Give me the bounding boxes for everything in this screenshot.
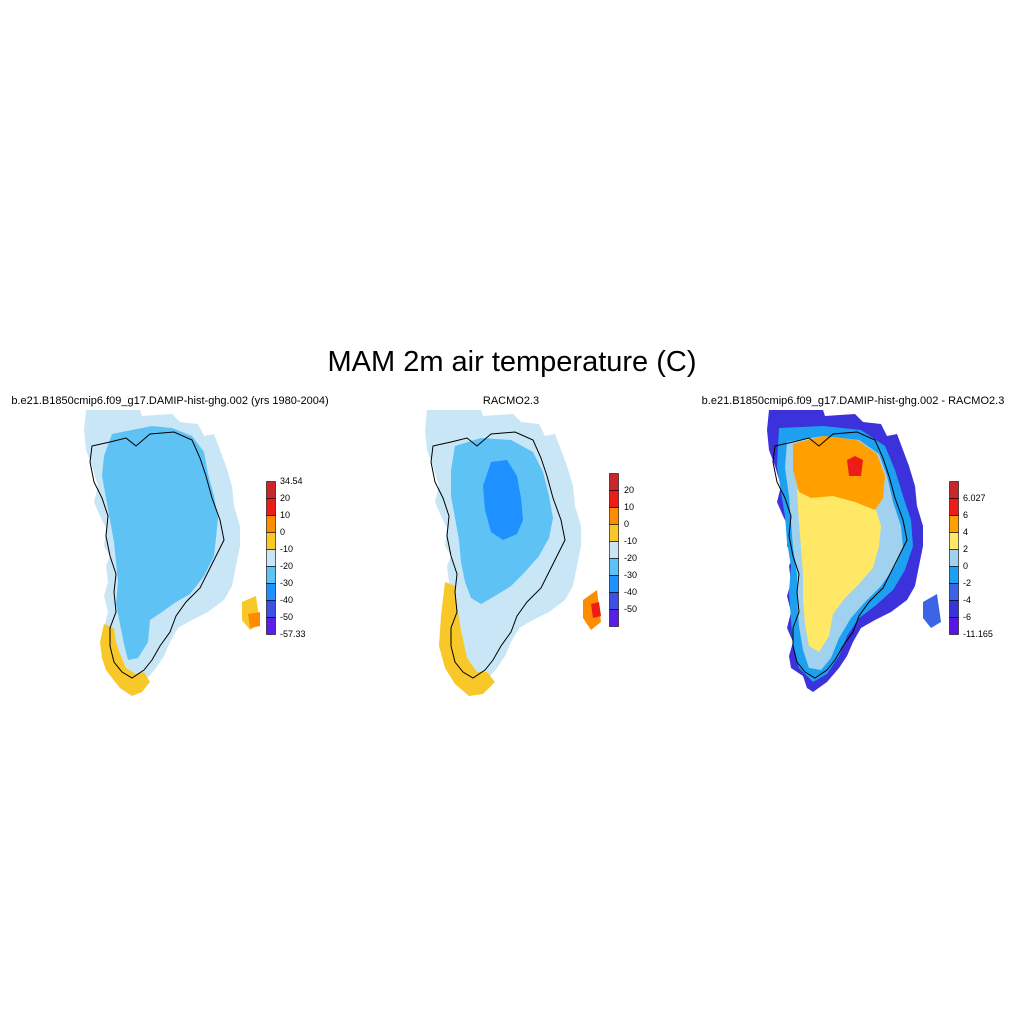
diff-colorbar-swatch xyxy=(949,515,959,533)
obs-colorbar-swatch xyxy=(609,592,619,610)
model-colorbar-label: 34.54 xyxy=(280,476,303,486)
obs-panel: RACMO2.3 20 10 0 -10 -20 -30 -40 -50 xyxy=(341,392,681,702)
diff-colorbar-label: 6.027 xyxy=(963,493,986,503)
diff-panel: b.e21.B1850cmip6.f09_g17.DAMIP-hist-ghg.… xyxy=(683,392,1023,702)
obs-colorbar-label: -50 xyxy=(624,604,638,614)
obs-colorbar-label: -20 xyxy=(624,553,638,563)
diff-colorbar-label: -2 xyxy=(963,578,972,588)
model-colorbar-swatches xyxy=(266,481,276,635)
diff-colorbar-label: -6 xyxy=(963,612,972,622)
model-colorbar-swatch xyxy=(266,583,276,601)
obs-colorbar-swatch xyxy=(609,507,619,525)
diff-colorbar-label: 4 xyxy=(963,527,969,537)
diff-colorbar-swatches xyxy=(949,481,959,635)
model-colorbar-swatch xyxy=(266,600,276,618)
model-temperature-map xyxy=(84,410,260,696)
model-panel: b.e21.B1850cmip6.f09_g17.DAMIP-hist-ghg.… xyxy=(0,392,340,702)
model-colorbar-swatch xyxy=(266,566,276,584)
model-colorbar-label: 0 xyxy=(280,527,286,537)
obs-colorbar-swatch xyxy=(609,609,619,627)
model-colorbar-swatch xyxy=(266,515,276,533)
diff-colorbar-swatch xyxy=(949,498,959,516)
obs-colorbar-swatch xyxy=(609,558,619,576)
diff-colorbar-label: -4 xyxy=(963,595,972,605)
obs-colorbar-swatch xyxy=(609,490,619,508)
model-colorbar-label: -40 xyxy=(280,595,294,605)
diff-colorbar-label: 6 xyxy=(963,510,969,520)
obs-colorbar-label: 20 xyxy=(624,485,635,495)
obs-colorbar-label: 10 xyxy=(624,502,635,512)
model-colorbar-label: 10 xyxy=(280,510,291,520)
model-colorbar-label: -57.33 xyxy=(280,629,306,639)
figure-title: MAM 2m air temperature (C) xyxy=(327,346,697,378)
model-colorbar-label: -20 xyxy=(280,561,294,571)
diff-colorbar-swatch xyxy=(949,617,959,635)
diff-panel-title: b.e21.B1850cmip6.f09_g17.DAMIP-hist-ghg.… xyxy=(701,395,1005,407)
diff-colorbar-label: 2 xyxy=(963,544,969,554)
model-colorbar-swatch xyxy=(266,498,276,516)
model-colorbar-swatch xyxy=(266,549,276,567)
obs-colorbar-swatch xyxy=(609,541,619,559)
diff-colorbar-swatch xyxy=(949,600,959,618)
model-colorbar-label: -10 xyxy=(280,544,294,554)
obs-colorbar-label: -40 xyxy=(624,587,638,597)
obs-colorbar-label: -10 xyxy=(624,536,638,546)
obs-colorbar-swatch xyxy=(609,473,619,491)
diff-colorbar-swatch xyxy=(949,566,959,584)
model-colorbar-swatch xyxy=(266,532,276,550)
obs-colorbar-label: 0 xyxy=(624,519,630,529)
obs-panel-title: RACMO2.3 xyxy=(482,395,540,407)
obs-colorbar-label: -30 xyxy=(624,570,638,580)
obs-colorbar-swatch xyxy=(609,575,619,593)
obs-temperature-map xyxy=(425,410,601,696)
model-colorbar-label: -50 xyxy=(280,612,294,622)
diff-temperature-map xyxy=(767,410,941,692)
diff-colorbar-label: -11.165 xyxy=(963,629,993,639)
diff-colorbar xyxy=(949,481,959,635)
diff-colorbar-swatch xyxy=(949,481,959,499)
model-colorbar-label: 20 xyxy=(280,493,291,503)
diff-colorbar-label: 0 xyxy=(963,561,969,571)
model-colorbar-swatch xyxy=(266,481,276,499)
model-panel-title: b.e21.B1850cmip6.f09_g17.DAMIP-hist-ghg.… xyxy=(11,395,329,407)
model-colorbar-swatch xyxy=(266,617,276,635)
diff-colorbar-swatch xyxy=(949,583,959,601)
diff-colorbar-swatch xyxy=(949,532,959,550)
diff-colorbar-swatch xyxy=(949,549,959,567)
model-colorbar xyxy=(266,481,276,635)
model-colorbar-label: -30 xyxy=(280,578,294,588)
obs-colorbar-swatches xyxy=(609,473,619,627)
obs-colorbar-swatch xyxy=(609,524,619,542)
obs-colorbar xyxy=(609,473,619,627)
